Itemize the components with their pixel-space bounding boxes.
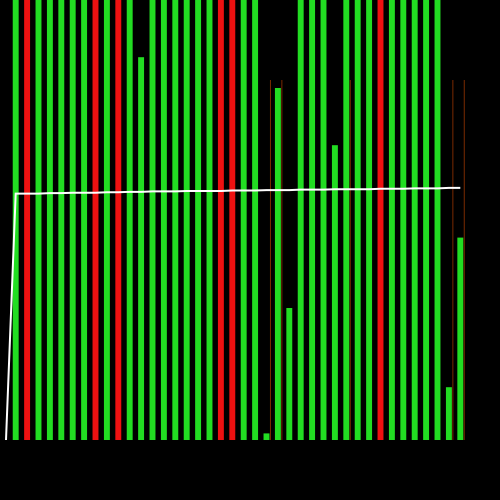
bar-19 xyxy=(229,0,236,440)
bars xyxy=(12,0,464,440)
bar-5 xyxy=(69,0,76,440)
bar-8 xyxy=(103,0,110,440)
bar-3 xyxy=(46,0,53,440)
bar-39 xyxy=(457,237,464,440)
bar-13 xyxy=(160,0,167,440)
overlay-line xyxy=(5,186,461,441)
bar-27 xyxy=(320,0,327,440)
bar-28 xyxy=(331,145,338,440)
bar-34 xyxy=(400,0,407,440)
bar-22 xyxy=(263,433,270,440)
bar-7 xyxy=(92,0,99,440)
bar-15 xyxy=(183,0,190,440)
bar-37 xyxy=(434,0,441,440)
marker-lines xyxy=(269,80,465,440)
overlay-line-layer xyxy=(5,186,461,441)
bar-11 xyxy=(138,57,145,440)
bar-23 xyxy=(274,88,281,440)
bar-10 xyxy=(126,0,133,440)
bar-2 xyxy=(35,0,42,440)
bar-17 xyxy=(206,0,213,440)
bar-29 xyxy=(343,0,350,440)
bar-35 xyxy=(411,0,418,440)
bar-24 xyxy=(286,308,293,440)
bar-36 xyxy=(423,0,430,440)
bar-9 xyxy=(115,0,122,440)
bar-20 xyxy=(240,0,247,440)
bar-25 xyxy=(297,0,304,440)
bar-33 xyxy=(388,0,395,440)
bar-0 xyxy=(12,0,19,440)
bar-12 xyxy=(149,0,156,440)
bar-38 xyxy=(445,387,452,440)
bar-6 xyxy=(81,0,88,440)
bar-32 xyxy=(377,0,384,440)
bar-16 xyxy=(195,0,202,440)
bar-21 xyxy=(252,0,259,440)
bar-31 xyxy=(366,0,373,440)
bar-30 xyxy=(354,0,361,440)
bar-4 xyxy=(58,0,65,440)
bar-1 xyxy=(24,0,31,440)
bar-14 xyxy=(172,0,179,440)
bar-18 xyxy=(217,0,224,440)
bar-26 xyxy=(309,0,316,440)
